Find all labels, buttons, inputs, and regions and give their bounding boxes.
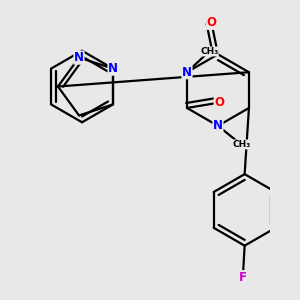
Text: N: N xyxy=(108,62,118,75)
Text: O: O xyxy=(206,16,217,29)
Text: CH₃: CH₃ xyxy=(232,140,250,149)
Text: N: N xyxy=(182,66,192,79)
Text: N: N xyxy=(213,119,223,132)
Text: CH₃: CH₃ xyxy=(200,47,218,56)
Text: F: F xyxy=(239,271,247,284)
Text: N: N xyxy=(74,51,84,64)
Text: O: O xyxy=(214,96,224,109)
